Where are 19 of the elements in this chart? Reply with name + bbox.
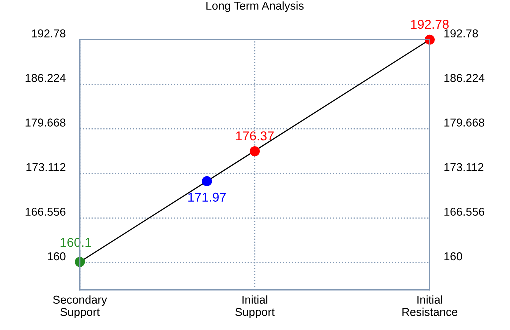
x-tick-label: Initial Resistance [402, 296, 458, 316]
y2-tick-label: 192.78 [444, 30, 478, 38]
y2-tick-label: 166.556 [444, 208, 484, 216]
y-tick-label: 192.78 [32, 30, 66, 38]
x-tick-label: Initial Support [236, 296, 275, 319]
y2-tick-label: 179.668 [444, 118, 484, 127]
annotation: 171.97 [188, 192, 226, 202]
data-label: 176.37 [236, 132, 274, 141]
y-tick-label: 166.556 [26, 208, 66, 216]
y2-tick-label: 173.112 [444, 163, 484, 172]
chart-title: Long Term Analysis [206, 2, 304, 12]
y-tick-label: 179.668 [26, 118, 66, 127]
y-tick-label: 173.112 [26, 163, 66, 172]
data-label: 192.78 [411, 20, 449, 30]
y2-tick-label: 186.224 [444, 74, 485, 82]
y-tick-label: 186.224 [26, 74, 66, 82]
x-tick-label: Secondary Support [53, 296, 108, 319]
y2-tick-label: 160 [444, 252, 462, 261]
y-tick-label: 160 [48, 252, 66, 261]
